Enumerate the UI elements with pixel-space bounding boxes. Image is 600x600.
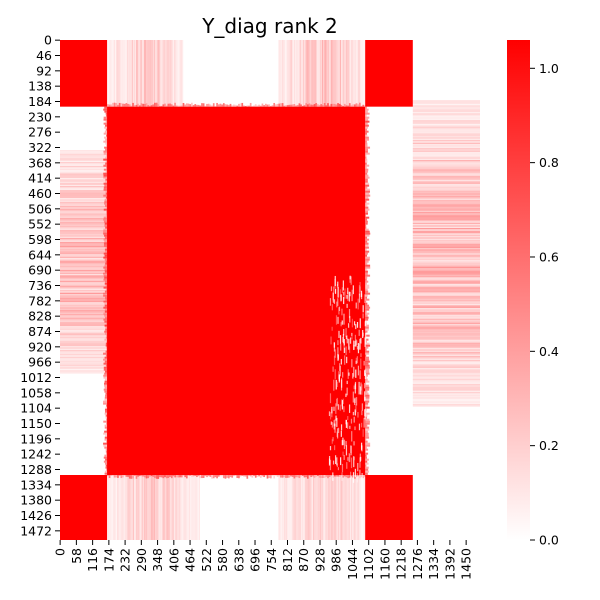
y-tick-label: 414 <box>28 171 52 186</box>
y-axis-ticks: 0469213818423027632236841446050655259864… <box>20 33 60 538</box>
y-tick-label: 598 <box>28 232 52 247</box>
block-edge-fringe <box>103 102 371 479</box>
y-tick-label: 690 <box>28 263 52 278</box>
x-tick-label: 290 <box>134 548 149 572</box>
heatmap-block-2 <box>365 40 413 107</box>
colorbar: 0.0 0.2 0.4 0.6 0.8 1.0 <box>507 40 559 548</box>
y-tick-label: 1426 <box>20 508 52 523</box>
y-tick-label: 184 <box>28 94 52 109</box>
x-tick-label: 754 <box>264 548 279 572</box>
y-tick-label: 552 <box>28 217 52 232</box>
y-tick-label: 644 <box>28 247 52 262</box>
y-tick-label: 920 <box>28 339 52 354</box>
y-tick-label: 874 <box>28 324 52 339</box>
x-tick-label: 406 <box>166 548 181 572</box>
y-tick-label: 1058 <box>20 385 52 400</box>
y-tick-label: 782 <box>28 293 52 308</box>
x-tick-label: 0 <box>53 548 68 556</box>
x-tick-label: 812 <box>280 548 295 572</box>
y-tick-label: 1334 <box>20 477 52 492</box>
x-tick-label: 696 <box>248 548 263 572</box>
y-tick-label: 276 <box>28 125 52 140</box>
x-tick-label: 464 <box>183 548 198 572</box>
colorbar-tick-label: 0.6 <box>539 249 559 264</box>
y-tick-label: 1196 <box>20 431 52 446</box>
x-tick-label: 986 <box>329 548 344 572</box>
x-tick-label: 174 <box>101 548 116 572</box>
x-tick-label: 116 <box>85 548 100 572</box>
x-tick-label: 232 <box>118 548 133 572</box>
faint-region-top-right <box>278 40 366 107</box>
y-tick-label: 0 <box>44 33 52 48</box>
x-axis-ticks: 0 58 116 174 232 290 348 406 464 522 580 638 696 754 8… <box>53 540 474 580</box>
y-tick-label: 1150 <box>20 416 52 431</box>
y-tick-label: 1380 <box>20 493 52 508</box>
x-tick-label: 1160 <box>377 548 392 580</box>
y-tick-label: 828 <box>28 309 52 324</box>
y-tick-label: 92 <box>36 63 52 78</box>
faint-region-left <box>60 150 108 374</box>
colorbar-ticks: 0.0 0.2 0.4 0.6 0.8 1.0 <box>530 61 559 548</box>
x-tick-label: 58 <box>69 548 84 564</box>
colorbar-tick-label: 0.8 <box>539 155 559 170</box>
block-speckles <box>328 275 367 483</box>
y-tick-label: 506 <box>28 201 52 216</box>
y-tick-label: 1012 <box>20 370 52 385</box>
colorbar-tick-label: 0.4 <box>539 344 559 359</box>
y-tick-label: 736 <box>28 278 52 293</box>
colorbar-tick-label: 1.0 <box>539 61 559 76</box>
faint-region-bottom-right <box>278 475 366 540</box>
heatmap-faint-region-layer <box>60 40 480 540</box>
heatmap-fringe-layer <box>103 102 371 483</box>
x-tick-label: 1276 <box>410 548 425 580</box>
x-tick-label: 1044 <box>345 548 360 580</box>
x-tick-label: 1102 <box>361 548 376 580</box>
y-tick-label: 1242 <box>20 447 52 462</box>
x-tick-label: 522 <box>199 548 214 572</box>
y-tick-label: 46 <box>36 48 52 63</box>
heatmap-plot-area <box>60 40 480 540</box>
x-tick-label: 348 <box>150 548 165 572</box>
x-tick-label: 1392 <box>442 548 457 580</box>
heatmap-block-3 <box>60 475 108 540</box>
x-tick-label: 1334 <box>426 548 441 580</box>
faint-region-bottom-left <box>107 475 200 540</box>
colorbar-gradient <box>507 40 530 540</box>
heatmap-block-5 <box>107 106 366 476</box>
x-tick-label: 580 <box>215 548 230 572</box>
faint-region-top-left <box>107 40 184 107</box>
y-tick-label: 138 <box>28 79 52 94</box>
x-tick-label: 1218 <box>394 548 409 580</box>
y-tick-label: 1288 <box>20 462 52 477</box>
x-tick-label: 870 <box>296 548 311 572</box>
y-tick-label: 966 <box>28 355 52 370</box>
heatmap-block-4 <box>365 475 413 540</box>
x-tick-label: 638 <box>231 548 246 572</box>
colorbar-tick-label: 0.2 <box>539 438 559 453</box>
x-tick-label: 1450 <box>459 548 474 580</box>
y-tick-label: 368 <box>28 155 52 170</box>
y-tick-label: 1104 <box>20 401 52 416</box>
y-tick-label: 460 <box>28 186 52 201</box>
y-tick-label: 230 <box>28 109 52 124</box>
heatmap-block-layer <box>60 40 413 540</box>
faint-region-right <box>412 100 480 407</box>
chart-title: Y_diag rank 2 <box>201 14 338 38</box>
colorbar-tick-label: 0.0 <box>539 533 559 548</box>
y-tick-label: 322 <box>28 140 52 155</box>
heatmap-block-1 <box>60 40 108 107</box>
x-tick-label: 928 <box>312 548 327 572</box>
y-tick-label: 1472 <box>20 523 52 538</box>
